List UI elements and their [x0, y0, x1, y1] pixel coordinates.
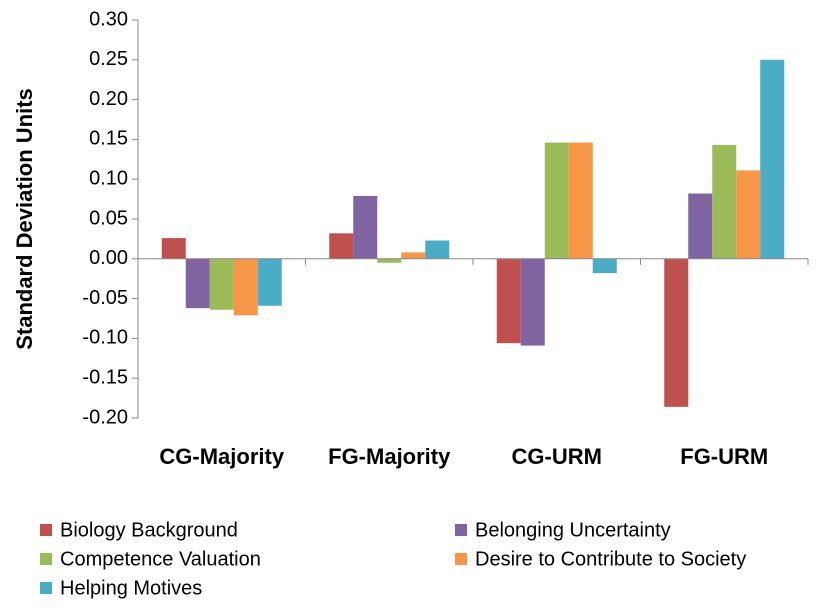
legend-label: Helping Motives	[60, 577, 202, 599]
legend-swatch	[455, 524, 467, 536]
y-tick-label: 0.30	[89, 8, 128, 30]
y-tick-label: -0.15	[82, 366, 128, 388]
y-tick-label: 0.05	[89, 207, 128, 229]
bar	[544, 142, 569, 259]
bar	[760, 59, 785, 259]
bar	[520, 258, 545, 346]
y-tick-label: -0.05	[82, 287, 128, 309]
y-tick-label: -0.20	[82, 406, 128, 428]
bar	[712, 144, 737, 259]
bar	[257, 258, 282, 306]
bar	[736, 170, 761, 259]
bar	[185, 258, 210, 309]
bar	[161, 238, 186, 259]
bar	[496, 258, 521, 344]
legend-label: Competence Valuation	[60, 548, 261, 570]
x-tick-label: FG-URM	[680, 444, 768, 469]
legend-swatch	[40, 582, 52, 594]
x-tick-label: CG-Majority	[159, 444, 284, 469]
bar	[329, 233, 354, 259]
bar	[688, 193, 713, 259]
x-tick-label: CG-URM	[512, 444, 602, 469]
legend-swatch	[40, 553, 52, 565]
bar	[664, 258, 689, 407]
legend-label: Biology Background	[60, 519, 238, 541]
bar	[592, 258, 617, 274]
legend-swatch	[40, 524, 52, 536]
y-tick-label: 0.15	[89, 128, 128, 150]
legend-swatch	[455, 553, 467, 565]
bar	[425, 240, 450, 259]
legend-label: Desire to Contribute to Society	[475, 548, 746, 570]
legend-label: Belonging Uncertainty	[475, 519, 671, 541]
bar	[377, 258, 402, 263]
y-axis-label: Standard Deviation Units	[12, 88, 37, 350]
bar	[353, 195, 378, 259]
y-tick-label: 0.25	[89, 48, 128, 70]
bar	[401, 252, 426, 259]
bar	[209, 258, 234, 310]
bar	[568, 142, 593, 259]
bar	[233, 258, 258, 316]
y-tick-label: 0.00	[89, 247, 128, 269]
y-tick-label: 0.10	[89, 167, 128, 189]
x-tick-label: FG-Majority	[328, 444, 451, 469]
y-tick-label: 0.20	[89, 88, 128, 110]
y-tick-label: -0.10	[82, 327, 128, 349]
